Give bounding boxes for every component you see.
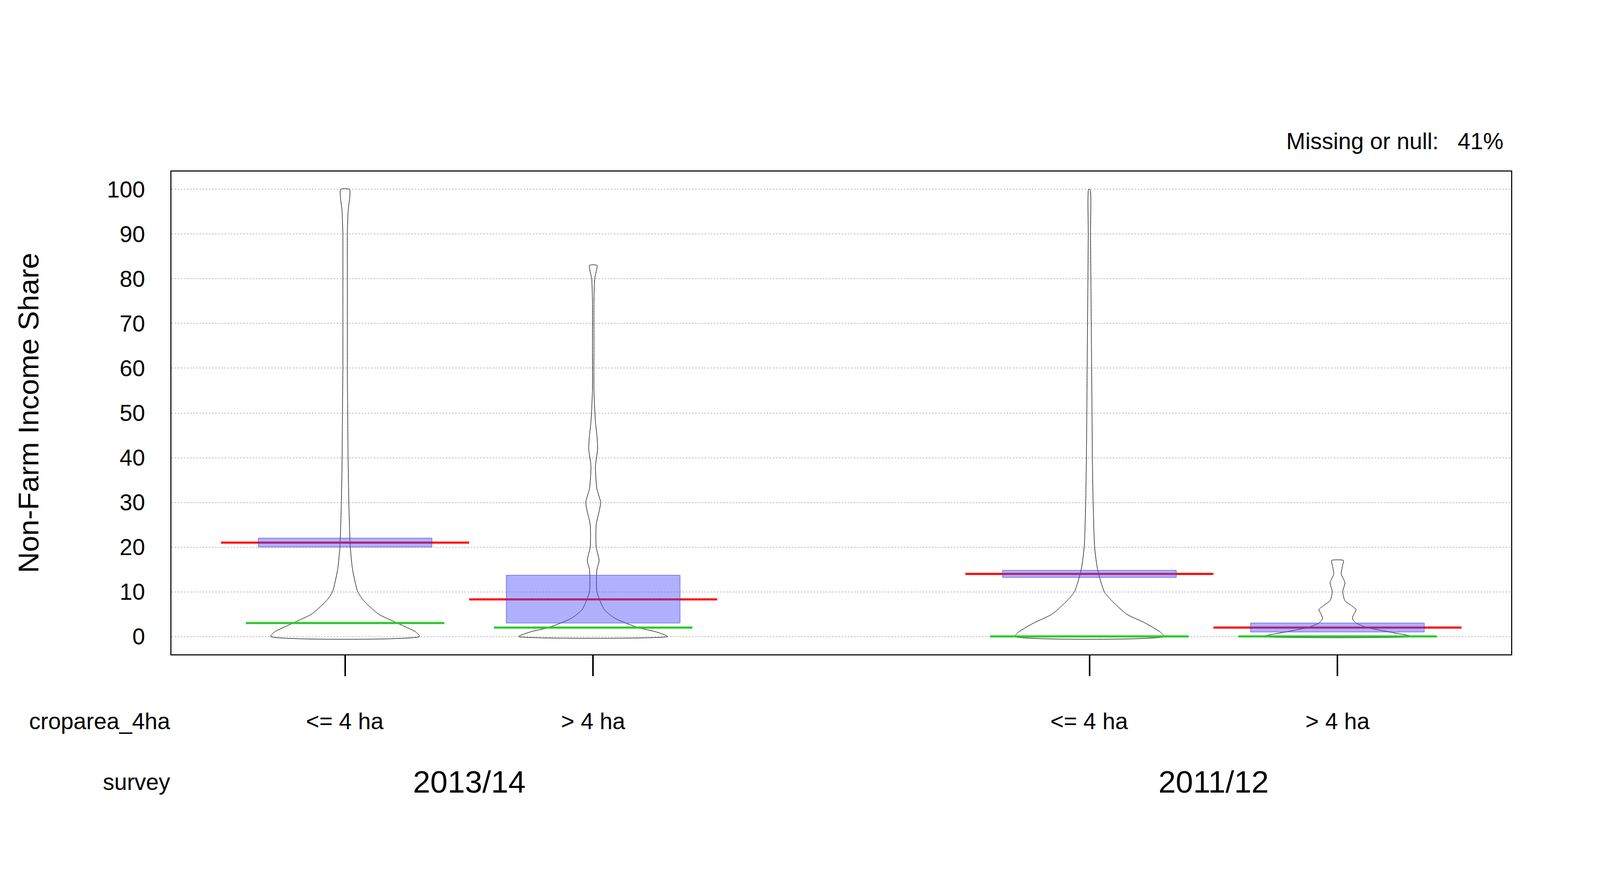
svg-text:100: 100 bbox=[107, 176, 145, 203]
svg-text:40: 40 bbox=[119, 444, 145, 471]
svg-text:0: 0 bbox=[132, 623, 145, 649]
svg-text:<= 4 ha: <= 4 ha bbox=[305, 708, 384, 734]
svg-text:50: 50 bbox=[119, 400, 145, 426]
svg-text:> 4 ha: > 4 ha bbox=[1305, 708, 1370, 734]
svg-text:60: 60 bbox=[119, 355, 145, 381]
svg-text:90: 90 bbox=[119, 221, 145, 247]
svg-text:<= 4 ha: <= 4 ha bbox=[1050, 708, 1129, 734]
svg-text:30: 30 bbox=[119, 489, 145, 515]
svg-text:survey: survey bbox=[102, 768, 171, 795]
svg-text:Non-Farm Income Share: Non-Farm Income Share bbox=[11, 252, 45, 573]
svg-text:20: 20 bbox=[119, 534, 145, 560]
svg-text:10: 10 bbox=[119, 578, 145, 605]
svg-text:70: 70 bbox=[119, 310, 145, 337]
svg-text:croparea_4ha: croparea_4ha bbox=[29, 708, 171, 734]
svg-text:Missing or null: 41%: Missing or null: 41% bbox=[1286, 128, 1504, 154]
svg-text:2013/14: 2013/14 bbox=[412, 764, 526, 799]
svg-text:> 4 ha: > 4 ha bbox=[561, 708, 626, 734]
svg-text:2011/12: 2011/12 bbox=[1158, 764, 1269, 799]
svg-text:80: 80 bbox=[119, 265, 145, 292]
